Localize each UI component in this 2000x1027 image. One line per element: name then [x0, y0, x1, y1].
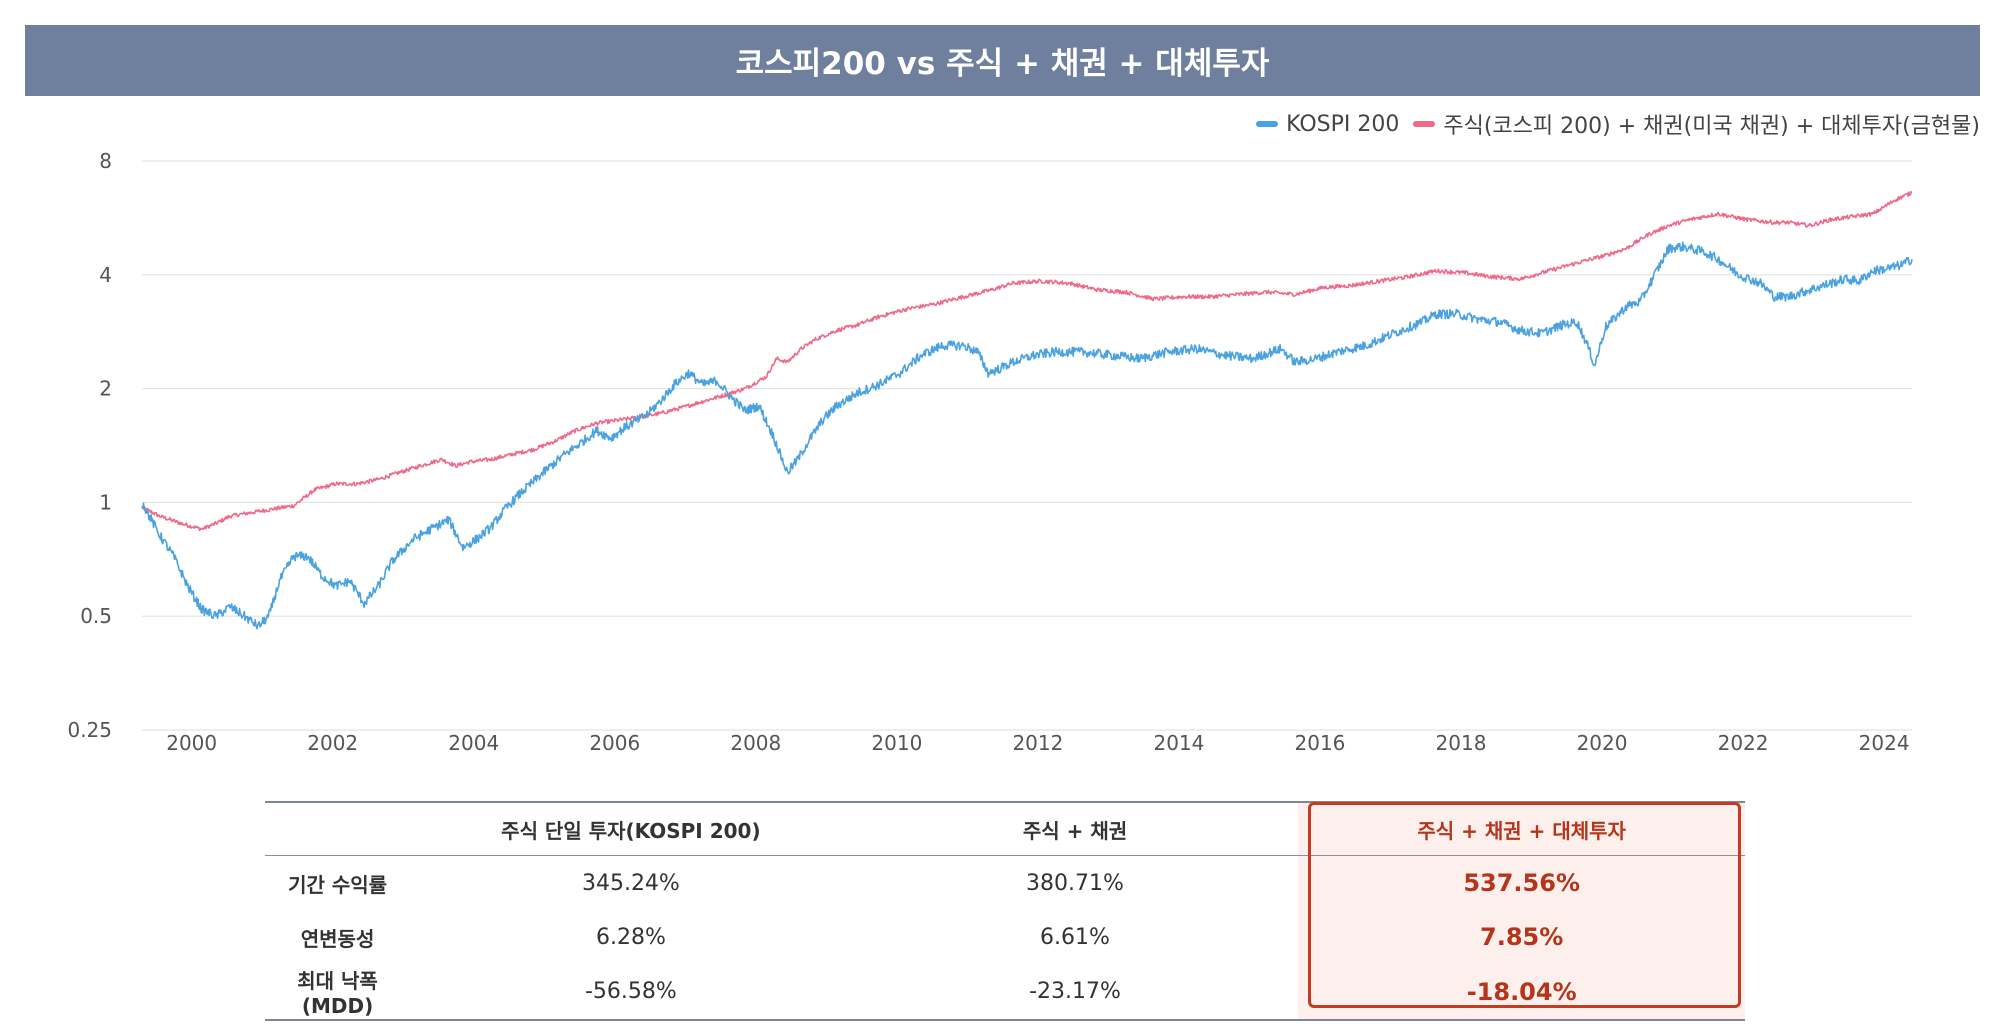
cell-kospi: 6.28%	[595, 924, 666, 950]
x-axis-ticks: 2000 2002 2004 2006 2008 2010 2012 2014 2016 2018…	[166, 731, 1909, 755]
row-label: 최대 낙폭(MDD)	[265, 964, 411, 1021]
y-tick-label: 2	[99, 377, 112, 401]
stats-header-row: 주식 단일 투자(KOSPI 200) 주식 + 채권 주식 + 채권 + 대체…	[265, 801, 1745, 856]
cell-stock-bond: -23.17%	[851, 964, 1299, 1021]
legend-item-mix[interactable]: 주식(코스피 200) + 채권(미국 채권) + 대체투자(금현물)	[1413, 108, 1980, 140]
legend-swatch-kospi	[1256, 121, 1279, 127]
x-tick-label: 2024	[1859, 731, 1910, 755]
x-tick-label: 2020	[1577, 731, 1628, 755]
x-tick-label: 2012	[1012, 731, 1063, 755]
cell-kospi: 345.24%	[581, 870, 680, 896]
x-tick-label: 2010	[871, 731, 922, 755]
y-tick-label: 0.5	[80, 604, 112, 628]
stats-row-return: 기간 수익률 345.24% 380.71% 537.56%	[265, 855, 1745, 910]
legend-label-kospi: KOSPI 200	[1286, 111, 1400, 137]
legend-label-mix: 주식(코스피 200) + 채권(미국 채권) + 대체투자(금현물)	[1443, 114, 1980, 139]
x-tick-label: 2000	[166, 731, 217, 755]
cell-stock-bond: 6.61%	[1040, 924, 1110, 950]
y-tick-label: 1	[99, 490, 112, 514]
row-label: 기간 수익률	[288, 872, 388, 897]
x-tick-label: 2008	[730, 731, 781, 755]
cell-stock-bond-alt: 7.85%	[1298, 910, 1745, 964]
cell-stock-bond: 380.71%	[1026, 870, 1124, 896]
y-tick-label: 0.25	[67, 718, 112, 742]
line-chart: 0.25 0.5 1 2 4 8 2000 2002 2004 2006 2008 2010 2012…	[67, 149, 1913, 755]
row-label: 연변동성	[300, 926, 375, 951]
stats-header-stock-bond-alt: 주식 + 채권 + 대체투자	[1298, 801, 1745, 856]
grid-layer	[142, 160, 1912, 731]
cell-stock-bond-alt: -18.04%	[1298, 964, 1745, 1021]
x-tick-label: 2002	[307, 731, 358, 755]
stats-header-stock-bond: 주식 + 채권	[851, 801, 1299, 856]
x-tick-label: 2016	[1295, 731, 1346, 755]
x-tick-label: 2018	[1436, 731, 1487, 755]
stats-row-mdd: 최대 낙폭(MDD) -56.58% -23.17% -18.04%	[265, 964, 1745, 1021]
x-tick-label: 2006	[589, 731, 640, 755]
x-tick-label: 2022	[1718, 731, 1769, 755]
cell-stock-bond-alt: 537.56%	[1298, 855, 1745, 910]
y-axis-ticks: 0.25 0.5 1 2 4 8	[67, 149, 112, 742]
x-tick-label: 2004	[448, 731, 499, 755]
y-tick-label: 8	[99, 149, 112, 173]
stats-header-empty	[265, 801, 411, 856]
legend-item-kospi[interactable]: KOSPI 200	[1256, 112, 1399, 137]
stats-header-kospi: 주식 단일 투자(KOSPI 200)	[410, 801, 852, 856]
legend: KOSPI 200 주식(코스피 200) + 채권(미국 채권) + 대체투자…	[1256, 108, 1980, 140]
series-layer	[141, 191, 1913, 630]
cell-kospi: -56.58%	[410, 964, 852, 1021]
x-tick-label: 2014	[1153, 731, 1204, 755]
y-tick-label: 4	[99, 263, 112, 287]
chart-title: 코스피200 vs 주식 + 채권 + 대체투자	[735, 46, 1270, 82]
legend-swatch-mix	[1413, 121, 1436, 127]
stats-table: 주식 단일 투자(KOSPI 200) 주식 + 채권 주식 + 채권 + 대체…	[265, 801, 1745, 1021]
series-line-kospi	[141, 241, 1913, 630]
series-line-mix	[141, 191, 1913, 532]
chart-title-bar: 코스피200 vs 주식 + 채권 + 대체투자	[25, 25, 1980, 96]
stats-row-volatility: 연변동성 6.28% 6.61% 7.85%	[265, 910, 1745, 964]
